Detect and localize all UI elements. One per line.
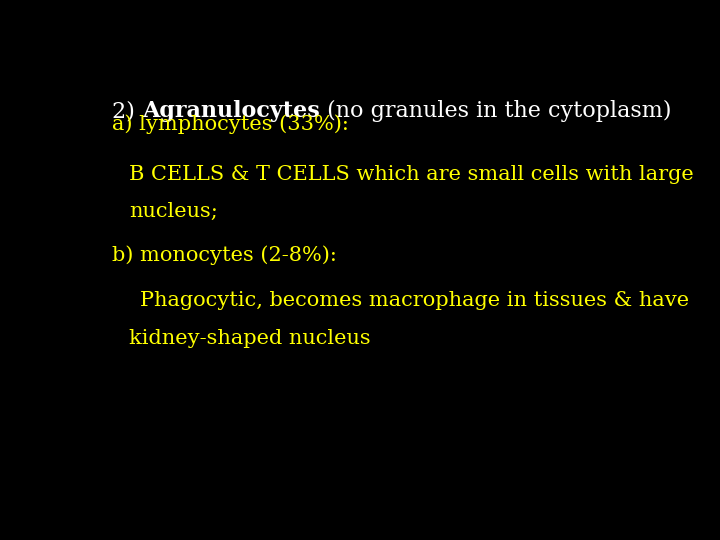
Text: Agranulocytes: Agranulocytes <box>143 100 320 122</box>
Text: kidney-shaped nucleus: kidney-shaped nucleus <box>129 329 371 348</box>
Text: (no granules in the cytoplasm): (no granules in the cytoplasm) <box>320 100 672 122</box>
Text: B CELLS & T CELLS which are small cells with large: B CELLS & T CELLS which are small cells … <box>129 165 694 184</box>
Text: a) lymphocytes (33%):: a) lymphocytes (33%): <box>112 114 349 134</box>
Text: Phagocytic, becomes macrophage in tissues & have: Phagocytic, becomes macrophage in tissue… <box>140 292 689 310</box>
Text: 2): 2) <box>112 100 143 122</box>
Text: b) monocytes (2-8%):: b) monocytes (2-8%): <box>112 246 337 265</box>
Text: nucleus;: nucleus; <box>129 202 218 221</box>
